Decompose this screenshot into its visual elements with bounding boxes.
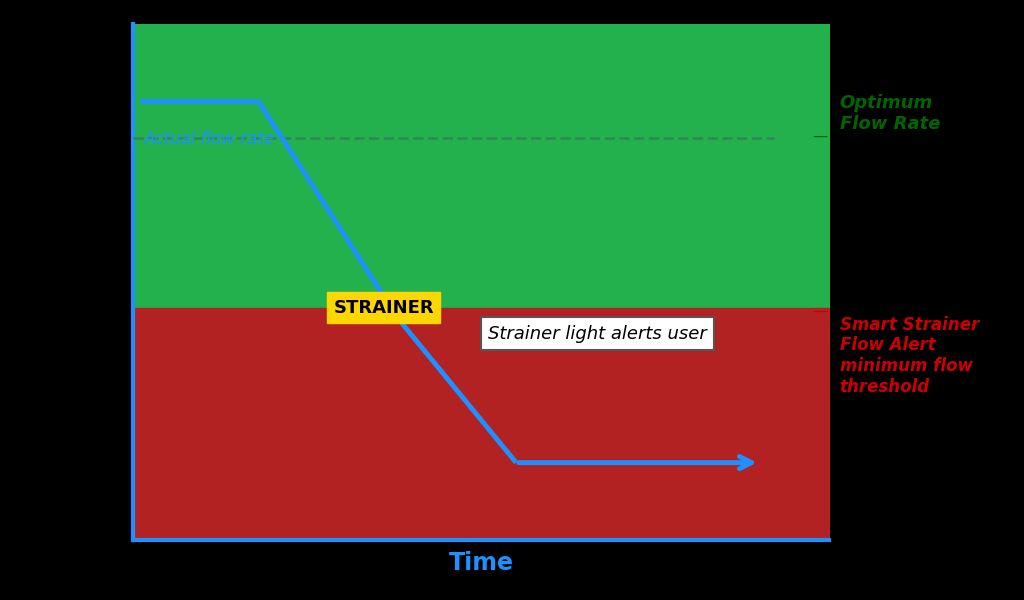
Text: —: —	[812, 129, 827, 144]
Text: Actual flow rate: Actual flow rate	[143, 130, 274, 148]
Text: Optimum
Flow Rate: Optimum Flow Rate	[840, 94, 940, 133]
Text: —: —	[812, 304, 827, 318]
Text: Strainer light alerts user: Strainer light alerts user	[488, 325, 707, 343]
X-axis label: Time: Time	[449, 551, 514, 575]
Text: Smart Strainer
Flow Alert
minimum flow
threshold: Smart Strainer Flow Alert minimum flow t…	[840, 316, 979, 396]
Text: STRAINER: STRAINER	[334, 299, 434, 317]
